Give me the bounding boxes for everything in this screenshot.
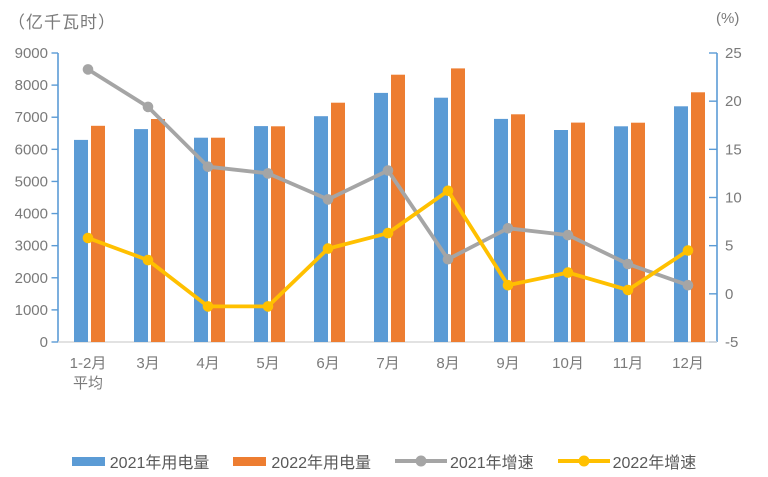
bar-2022-consumption [331,102,345,342]
bar-2021-consumption [314,116,328,342]
bar-2021-consumption [614,126,628,342]
point-2021-growth [622,258,634,270]
point-2021-growth [82,64,94,75]
right-axis-tick-label: -5 [725,334,738,351]
left-axis-tick-label: 8000 [15,77,48,94]
x-axis-category-label: 7月 [376,355,399,372]
point-2022-growth [682,245,694,256]
right-axis-unit-label: (%) [716,10,740,27]
x-axis-category-label: 11月 [613,355,644,372]
point-2022-growth [382,227,394,239]
legend-line-marker [578,455,590,467]
legend-label-2022-growth: 2022年增速 [612,455,697,472]
legend-swatch-2022-bar-icon [233,456,267,466]
x-axis-category-label: 8月 [436,355,459,372]
legend-swatch-2022-line-icon [557,455,610,468]
right-axis-tick-label: 20 [725,93,742,110]
left-axis-tick-label: 9000 [15,45,48,62]
x-axis-category-label: 6月 [316,355,339,372]
legend-item-2022-consumption: 2022年用电量 [233,449,371,473]
legend-swatch-2021-bar-icon [71,456,105,466]
point-2021-growth [682,279,694,291]
legend-item-2021-consumption: 2021年用电量 [71,449,210,473]
x-axis-category-label: 1-2月 [70,355,107,372]
legend-swatch-2021-line-icon [395,455,447,468]
point-2021-growth [442,253,454,265]
bar-2021-consumption [194,137,208,342]
x-axis-category-label: 3月 [136,355,159,372]
bar-2022-consumption [211,137,225,342]
point-2022-growth [442,185,454,197]
bar-2021-consumption [254,126,268,342]
point-2022-growth [562,267,574,278]
point-2021-growth [202,161,214,172]
left-axis-tick-label: 6000 [15,141,48,158]
bar-2021-consumption [134,129,148,342]
point-2022-growth [202,301,214,312]
bar-2022-consumption [391,74,405,342]
bar-2021-consumption [74,139,88,342]
bar-2022-consumption [91,125,105,342]
bar-2022-consumption [631,122,645,342]
left-axis-tick-label: 5000 [15,173,48,190]
legend-label-2021-consumption: 2021年用电量 [109,455,210,472]
legend-label-2022-consumption: 2022年用电量 [271,455,371,472]
point-2022-growth [502,279,514,291]
left-axis-tick-label: 3000 [15,238,48,255]
right-axis-tick-label: 15 [725,141,742,158]
left-axis-tick-label: 2000 [15,270,48,287]
x-axis-category-label: 5月 [256,355,279,372]
point-2022-growth [262,301,274,312]
point-2021-growth [382,165,394,176]
right-axis-tick-label: 5 [725,238,733,255]
bar-2022-consumption [691,92,705,342]
point-2021-growth [262,168,274,179]
point-2021-growth [322,194,334,205]
legend-line-marker [415,455,427,467]
legend-item-2021-growth: 2021年增速 [395,449,534,473]
bar-2021-consumption [434,97,448,342]
left-axis-tick-label: 4000 [15,206,48,223]
bar-2021-consumption [374,92,388,343]
x-axis-category-label: 10月 [552,355,584,372]
x-axis-category-label: 12月 [672,355,704,372]
bar-2021-consumption [674,106,688,342]
left-axis-tick-label: 7000 [15,109,48,126]
point-2022-growth [142,254,154,266]
point-2021-growth [562,229,574,241]
left-axis-tick-label: 1000 [15,302,48,319]
right-axis-tick-label: 25 [725,45,742,62]
combo-chart: 0 1000 2000 3000 4000 5000 6000 7000 8000 9000 -5 0… [15,45,742,392]
x-axis-category-label: 4月 [196,355,219,372]
chart-legend: 2021年用电量 2022年用电量 2021年增速 2022年增速 [0,449,768,473]
left-axis-tick-label: 0 [40,334,48,351]
point-2021-growth [142,101,154,113]
x-axis-category-label: 平均 [73,375,103,392]
left-axis-unit-label: （亿千瓦时） [8,13,116,32]
right-axis-tick-label: 0 [725,286,733,303]
bar-2022-consumption [271,126,285,342]
legend-item-2022-growth: 2022年增速 [557,449,697,473]
bar-2022-consumption [571,122,585,342]
point-2022-growth [82,232,94,244]
point-2022-growth [622,284,634,296]
point-2021-growth [502,223,514,234]
x-axis-category-label: 9月 [496,355,519,372]
bar-2022-consumption [151,119,165,342]
point-2022-growth [322,243,334,254]
right-axis-tick-label: 10 [725,190,742,207]
legend-label-2021-growth: 2021年增速 [450,455,534,472]
